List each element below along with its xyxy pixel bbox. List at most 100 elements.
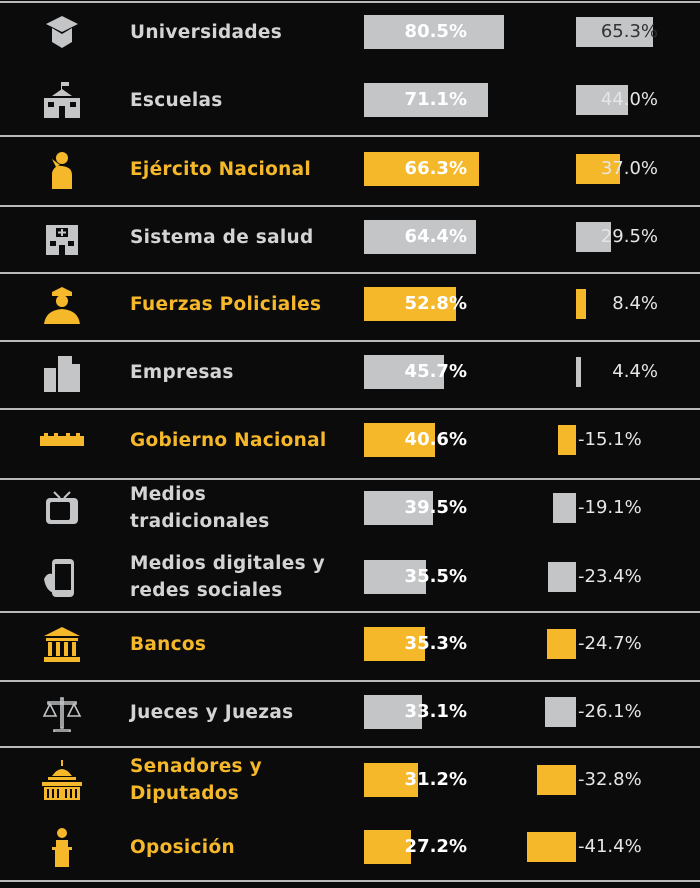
bar-column-1 — [364, 287, 456, 321]
bar-column-2 — [576, 289, 586, 319]
data-label-column-1: 64.4% — [404, 226, 467, 247]
government-icon — [40, 420, 84, 460]
chart-row: Jueces y Juezas 33.1% -26.1% — [0, 682, 700, 742]
category-label: Medios digitales y redes sociales — [130, 547, 350, 607]
data-label-column-2: -23.4% — [578, 566, 642, 587]
category-label: Senadores y Diputados — [130, 750, 350, 810]
data-label-column-2: 4.4% — [612, 361, 658, 382]
chart-row: Universidades 80.5% 65.3% — [0, 2, 700, 62]
chart-row: Senadores y Diputados 31.2% -32.8% — [0, 750, 700, 810]
bar-column-1 — [364, 220, 477, 254]
category-label-line: Universidades — [130, 21, 283, 43]
category-label-line: Empresas — [130, 361, 234, 383]
bar-column-1 — [364, 15, 505, 49]
category-label: Ejército Nacional — [130, 139, 350, 199]
chart-row: Bancos 35.3% -24.7% — [0, 614, 700, 674]
row-divider — [0, 1, 700, 3]
chart-row: Sistema de salud 64.4% 29.5% — [0, 207, 700, 267]
scales-icon — [40, 692, 84, 733]
bar-column-2 — [545, 697, 576, 727]
row-divider — [0, 478, 700, 480]
category-label: Escuelas — [130, 70, 350, 130]
data-label-column-2: 37.0% — [600, 158, 658, 179]
bar-column-2 — [527, 832, 576, 862]
category-label-line: tradicionales — [130, 511, 270, 532]
row-divider — [0, 340, 700, 342]
data-label-column-1: 52.8% — [404, 293, 467, 314]
data-label-column-2: 29.5% — [600, 226, 658, 247]
category-label-line: Sistema de salud — [130, 226, 314, 248]
category-label: Gobierno Nacional — [130, 410, 350, 470]
category-label: Sistema de salud — [130, 207, 350, 267]
bar-column-1 — [364, 423, 435, 457]
bar-column-1 — [364, 355, 444, 389]
category-label: Empresas — [130, 342, 350, 402]
police-icon — [40, 284, 84, 324]
category-label: Jueces y Juezas — [130, 682, 350, 742]
bar-column-1 — [364, 763, 419, 797]
category-label: Medios tradicionales — [130, 478, 350, 538]
data-label-column-2: -26.1% — [578, 701, 642, 722]
capitol-icon — [40, 760, 84, 800]
chart-row: Escuelas 71.1% 44.0% — [0, 70, 700, 130]
soldier-icon — [40, 149, 84, 189]
category-label: Oposición — [130, 817, 350, 877]
category-label-line: Senadores y — [130, 756, 262, 777]
data-label-column-1: 45.7% — [404, 361, 467, 382]
bar-column-2 — [576, 17, 654, 47]
chart-row: Oposición 27.2% -41.4% — [0, 817, 700, 877]
bar-column-2 — [546, 629, 576, 659]
bar-column-2 — [576, 357, 582, 387]
category-label-line: Medios digitales y — [130, 553, 325, 574]
data-label-column-1: 33.1% — [404, 701, 467, 722]
data-label-column-1: 27.2% — [404, 836, 467, 857]
chart-row: Fuerzas Policiales 52.8% 8.4% — [0, 274, 700, 334]
row-divider — [0, 205, 700, 207]
data-label-column-1: 39.5% — [404, 497, 467, 518]
category-label-line: Diputados — [130, 783, 240, 804]
row-divider — [0, 880, 700, 882]
bar-column-2 — [537, 765, 576, 795]
category-label-line: Bancos — [130, 633, 207, 655]
bar-column-1 — [364, 152, 480, 186]
bar-column-2 — [576, 85, 628, 115]
bar-column-2 — [553, 493, 576, 523]
category-label-line: Escuelas — [130, 89, 223, 111]
smartphone-icon — [40, 557, 84, 597]
data-label-column-2: -41.4% — [578, 836, 642, 857]
category-label-line: redes sociales — [130, 580, 283, 601]
data-label-column-1: 71.1% — [404, 89, 467, 110]
data-label-column-2: -24.7% — [578, 633, 642, 654]
row-divider — [0, 746, 700, 748]
bar-column-1 — [364, 830, 412, 864]
bar-column-2 — [576, 222, 611, 252]
data-label-column-1: 40.6% — [404, 429, 467, 450]
chart-row: Medios tradicionales 39.5% -19.1% — [0, 478, 700, 538]
category-label-line: Gobierno Nacional — [130, 429, 327, 451]
data-label-column-2: -15.1% — [578, 429, 642, 450]
data-label-column-1: 31.2% — [404, 769, 467, 790]
data-label-column-1: 35.3% — [404, 633, 467, 654]
podium-icon — [40, 827, 84, 867]
data-label-column-2: 65.3% — [600, 21, 658, 42]
category-label-line: Jueces y Juezas — [130, 701, 294, 723]
chart-row: Empresas 45.7% 4.4% — [0, 342, 700, 402]
bar-column-2 — [548, 562, 576, 592]
category-label-line: Medios — [130, 484, 207, 505]
bar-column-1 — [364, 627, 426, 661]
category-label: Fuerzas Policiales — [130, 274, 350, 334]
data-label-column-1: 80.5% — [404, 21, 467, 42]
chart-row: Ejército Nacional 66.3% 37.0% — [0, 139, 700, 199]
row-divider — [0, 611, 700, 613]
data-label-column-2: 44.0% — [600, 89, 658, 110]
bar-column-1 — [364, 491, 433, 525]
data-label-column-2: -19.1% — [578, 497, 642, 518]
bar-column-2 — [576, 154, 620, 184]
row-divider — [0, 135, 700, 137]
row-divider — [0, 680, 700, 682]
bar-column-1 — [364, 83, 488, 117]
category-label-line: Fuerzas Policiales — [130, 293, 322, 315]
bar-column-2 — [558, 425, 576, 455]
category-label-line: Ejército Nacional — [130, 158, 312, 180]
buildings-icon — [40, 352, 84, 392]
